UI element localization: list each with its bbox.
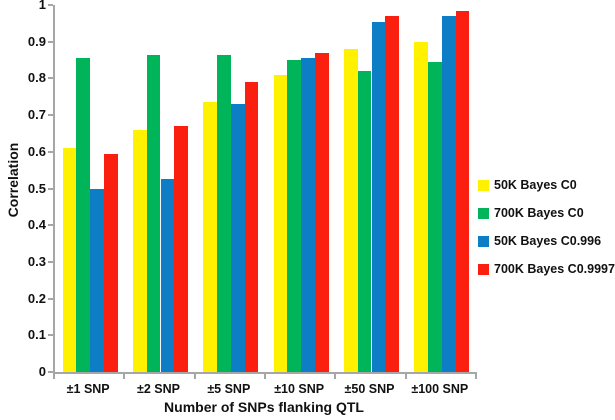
legend-swatch-icon	[478, 263, 489, 275]
x-tick-mark	[193, 374, 196, 379]
legend-label: 700K Bayes C0.9997	[494, 262, 615, 276]
y-tick-mark	[48, 297, 53, 300]
y-tick-mark	[48, 4, 53, 6]
bar-50k-bayes-c0-5-snp	[203, 102, 218, 372]
y-tick-mark	[48, 371, 53, 373]
bar-700k-bayes-c0-9997-1-snp	[103, 153, 118, 372]
y-tick-mark	[48, 224, 53, 227]
legend: 50K Bayes C0 700K Bayes C0 50K Bayes C0.99…	[478, 171, 615, 283]
y-tick-label: 1	[38, 0, 46, 12]
bar-50k-bayes-c0-100-snp	[414, 41, 429, 372]
y-tick-mark	[48, 77, 53, 80]
legend-item-700k-bayes-c0: 700K Bayes C0	[478, 199, 615, 227]
x-category-label-50-snp: ±50 SNP	[344, 382, 395, 396]
y-tick-label: 0.1	[27, 327, 46, 343]
x-tick-mark	[264, 374, 266, 379]
legend-item-50k-bayes-c0-996: 50K Bayes C0.996	[478, 227, 615, 255]
bar-50k-bayes-c0-996-2-snp	[160, 179, 175, 372]
legend-item-50k-bayes-c0: 50K Bayes C0	[478, 171, 615, 199]
bar-700k-bayes-c0-9997-2-snp	[174, 126, 189, 372]
x-tick-mark	[475, 374, 477, 379]
y-tick-label: 0.6	[27, 143, 46, 159]
y-tick-label: 0.2	[27, 290, 46, 306]
bar-700k-bayes-c0-50-snp	[357, 71, 372, 372]
bar-50k-bayes-c0-10-snp	[273, 74, 288, 372]
y-tick-mark	[48, 260, 53, 263]
bar-50k-bayes-c0-996-100-snp	[441, 16, 456, 372]
y-tick-label: 0.5	[27, 180, 46, 196]
bar-50k-bayes-c0-996-10-snp	[301, 58, 315, 372]
bar-700k-bayes-c0-9997-100-snp	[455, 10, 470, 372]
bar-700k-bayes-c0-5-snp	[217, 54, 231, 372]
x-tick-mark	[53, 374, 55, 379]
y-tick-label: 0.9	[27, 33, 46, 49]
y-tick-mark	[48, 187, 53, 190]
legend-label: 50K Bayes C0	[494, 178, 577, 192]
bar-700k-bayes-c0-100-snp	[428, 61, 442, 372]
legend-label: 50K Bayes C0.996	[494, 234, 602, 248]
y-tick-mark	[48, 114, 53, 117]
bar-700k-bayes-c0-10-snp	[287, 60, 302, 372]
bar-50k-bayes-c0-996-5-snp	[230, 104, 245, 372]
y-tick-mark	[48, 40, 53, 43]
bar-700k-bayes-c0-9997-5-snp	[244, 82, 259, 372]
y-tick-label: 0.3	[27, 253, 46, 269]
y-tick-label: 0.4	[27, 217, 46, 233]
x-tick-mark	[404, 374, 407, 379]
y-tick-mark	[48, 334, 53, 337]
x-category-label-1-snp: ±1 SNP	[66, 382, 110, 396]
bar-50k-bayes-c0-2-snp	[132, 129, 147, 372]
legend-swatch-icon	[478, 179, 489, 191]
legend-swatch-icon	[478, 235, 489, 247]
legend-item-700k-bayes-c0-9997: 700K Bayes C0.9997	[478, 255, 615, 283]
y-tick-mark	[48, 150, 53, 153]
y-tick-label: 0	[38, 364, 46, 379]
bar-50k-bayes-c0-996-1-snp	[90, 188, 104, 372]
y-tick-label: 0.7	[27, 107, 46, 123]
x-category-label-100-snp: ±100 SNP	[411, 382, 469, 396]
legend-swatch-icon	[478, 207, 489, 219]
x-category-label-10-snp: ±10 SNP	[274, 382, 325, 396]
bar-700k-bayes-c0-9997-10-snp	[314, 52, 329, 372]
x-tick-mark	[123, 374, 126, 379]
legend-label: 700K Bayes C0	[494, 206, 584, 220]
x-category-label-2-snp: ±2 SNP	[136, 382, 180, 396]
bar-50k-bayes-c0-1-snp	[62, 148, 77, 372]
x-axis-title: Number of SNPs flanking QTL	[164, 399, 364, 415]
y-tick-label: 0.8	[27, 70, 46, 86]
bar-50k-bayes-c0-50-snp	[343, 49, 358, 372]
x-tick-mark	[334, 374, 337, 379]
plot-area	[53, 5, 477, 374]
bar-700k-bayes-c0-1-snp	[76, 58, 91, 372]
x-category-label-5-snp: ±5 SNP	[207, 382, 251, 396]
bar-50k-bayes-c0-996-50-snp	[371, 21, 386, 372]
bar-700k-bayes-c0-2-snp	[146, 54, 161, 372]
bar-700k-bayes-c0-9997-50-snp	[385, 16, 400, 372]
